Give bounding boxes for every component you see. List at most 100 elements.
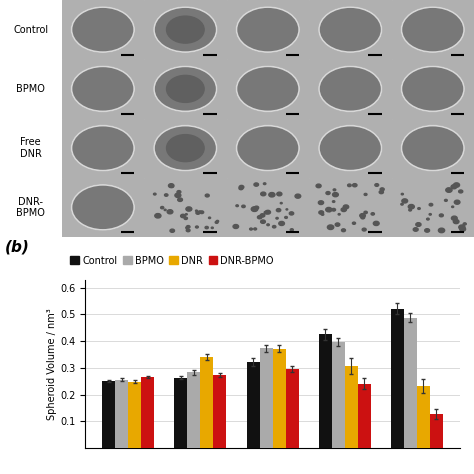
Circle shape	[459, 225, 465, 229]
Circle shape	[332, 209, 336, 211]
Circle shape	[216, 220, 219, 222]
Circle shape	[72, 126, 134, 171]
Circle shape	[154, 66, 217, 111]
Circle shape	[364, 193, 367, 195]
Circle shape	[72, 66, 134, 111]
Circle shape	[328, 210, 331, 211]
Polygon shape	[392, 118, 474, 178]
Bar	[391, 309, 404, 448]
Circle shape	[452, 206, 454, 208]
Circle shape	[361, 216, 365, 219]
Polygon shape	[392, 0, 474, 59]
Circle shape	[289, 212, 294, 215]
Circle shape	[186, 229, 190, 232]
Circle shape	[265, 210, 271, 214]
Circle shape	[171, 185, 173, 187]
Bar	[404, 318, 417, 448]
Circle shape	[375, 183, 379, 186]
Bar	[319, 335, 332, 448]
Polygon shape	[309, 0, 392, 59]
Circle shape	[264, 211, 268, 214]
Circle shape	[164, 194, 168, 196]
Circle shape	[418, 208, 420, 210]
Bar	[273, 348, 285, 448]
Circle shape	[154, 193, 156, 195]
Circle shape	[279, 221, 284, 226]
Circle shape	[364, 211, 367, 214]
Circle shape	[277, 192, 282, 196]
Circle shape	[186, 227, 188, 228]
Circle shape	[233, 225, 238, 228]
Polygon shape	[392, 59, 474, 118]
Circle shape	[199, 211, 201, 213]
Text: Free
DNR: Free DNR	[20, 137, 42, 159]
Circle shape	[319, 211, 324, 214]
Circle shape	[371, 213, 374, 215]
Bar	[128, 382, 141, 448]
Circle shape	[154, 126, 217, 171]
Circle shape	[319, 7, 382, 52]
Polygon shape	[144, 118, 227, 178]
Polygon shape	[62, 0, 144, 59]
Circle shape	[353, 183, 357, 187]
Circle shape	[326, 208, 332, 212]
Circle shape	[347, 184, 351, 187]
Bar	[358, 384, 371, 448]
Circle shape	[454, 183, 460, 187]
Polygon shape	[62, 59, 144, 118]
Circle shape	[380, 188, 384, 191]
Circle shape	[166, 75, 204, 102]
Circle shape	[402, 199, 408, 203]
Circle shape	[326, 191, 330, 194]
Circle shape	[254, 183, 258, 186]
Polygon shape	[144, 178, 227, 237]
Polygon shape	[392, 178, 474, 237]
Circle shape	[257, 216, 262, 219]
Circle shape	[338, 214, 340, 215]
Circle shape	[463, 225, 464, 227]
Circle shape	[264, 183, 266, 184]
Circle shape	[454, 200, 460, 204]
Bar	[102, 381, 115, 448]
Polygon shape	[227, 59, 309, 118]
Polygon shape	[62, 178, 144, 237]
Circle shape	[343, 205, 349, 209]
Circle shape	[416, 223, 421, 227]
Circle shape	[161, 207, 164, 209]
Circle shape	[195, 210, 197, 211]
Circle shape	[401, 7, 464, 52]
Circle shape	[409, 209, 411, 211]
Circle shape	[374, 221, 379, 226]
Bar	[174, 378, 187, 448]
Circle shape	[166, 16, 204, 43]
Circle shape	[286, 209, 288, 210]
Bar	[187, 373, 201, 448]
Circle shape	[379, 191, 383, 194]
Circle shape	[429, 214, 431, 215]
Bar	[213, 375, 227, 448]
Circle shape	[200, 211, 204, 214]
Circle shape	[239, 187, 243, 190]
Circle shape	[209, 217, 210, 219]
Circle shape	[316, 184, 321, 188]
Circle shape	[333, 189, 336, 191]
Bar	[115, 380, 128, 448]
Bar	[417, 386, 430, 448]
Bar	[141, 377, 154, 448]
Circle shape	[72, 185, 134, 230]
Circle shape	[166, 135, 204, 162]
Circle shape	[205, 227, 208, 229]
Circle shape	[341, 229, 346, 232]
Polygon shape	[62, 118, 144, 178]
Polygon shape	[227, 118, 309, 178]
Polygon shape	[144, 0, 227, 59]
Text: (b): (b)	[5, 239, 29, 255]
Circle shape	[175, 193, 181, 198]
Circle shape	[186, 226, 190, 228]
Circle shape	[353, 222, 356, 224]
Circle shape	[261, 192, 266, 196]
Circle shape	[72, 7, 134, 52]
Circle shape	[360, 214, 365, 218]
Polygon shape	[309, 59, 392, 118]
Circle shape	[451, 185, 457, 189]
